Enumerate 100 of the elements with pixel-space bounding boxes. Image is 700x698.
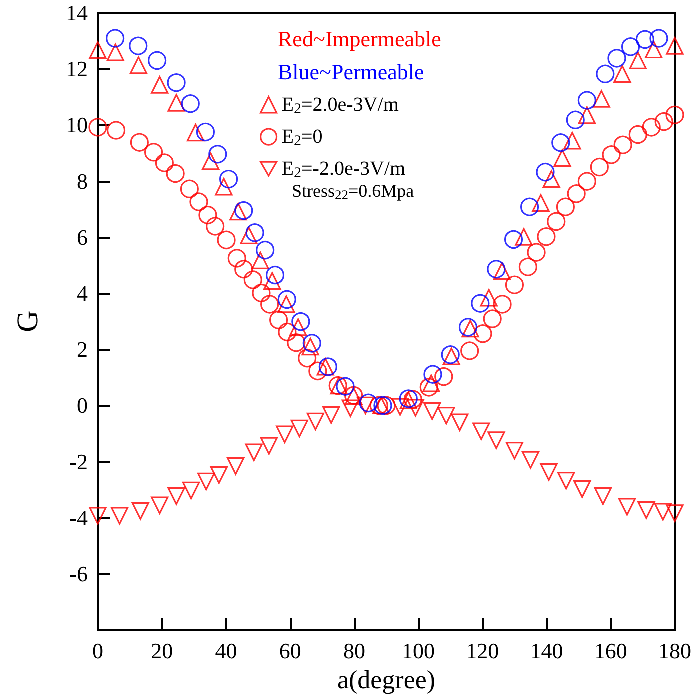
y-tick-label: 6	[77, 224, 88, 250]
x-tick-label: 20	[151, 638, 174, 664]
point	[520, 198, 540, 216]
point	[252, 284, 271, 303]
point	[370, 396, 388, 415]
point	[88, 118, 108, 137]
point	[596, 64, 615, 84]
annotation: Blue~Permeable	[278, 60, 424, 84]
point	[106, 121, 126, 140]
point	[636, 30, 654, 49]
point	[424, 402, 442, 420]
point	[554, 150, 572, 168]
y-tick-label: 4	[77, 281, 88, 306]
point	[278, 290, 296, 309]
x-tick-label: 140	[530, 638, 564, 664]
point	[483, 310, 502, 328]
point	[278, 296, 296, 314]
point	[266, 266, 285, 285]
point	[151, 496, 169, 514]
point	[130, 133, 149, 152]
point	[302, 338, 320, 356]
point	[270, 310, 288, 330]
point	[129, 36, 148, 56]
point	[228, 249, 246, 268]
y-tick-label: 2	[77, 337, 88, 362]
point	[618, 498, 636, 516]
point	[215, 178, 233, 196]
point	[642, 118, 661, 137]
point	[564, 132, 582, 150]
point	[356, 396, 374, 414]
point	[650, 29, 668, 48]
point	[532, 194, 550, 212]
point	[252, 252, 270, 270]
point	[614, 136, 632, 154]
point	[578, 91, 596, 110]
point	[186, 124, 205, 142]
point	[438, 407, 456, 425]
point	[590, 158, 609, 177]
point	[287, 334, 306, 352]
point	[276, 426, 294, 444]
point	[234, 260, 254, 279]
point	[527, 243, 546, 262]
point	[566, 110, 585, 130]
point	[166, 164, 185, 184]
point	[515, 228, 533, 246]
point	[666, 106, 684, 124]
point	[148, 51, 167, 70]
point	[578, 106, 596, 124]
point	[234, 201, 254, 220]
y-tick-label: 0	[77, 393, 88, 418]
x-tick-label: 160	[594, 638, 628, 664]
point	[666, 37, 684, 55]
point	[592, 90, 610, 108]
point	[260, 437, 278, 455]
point	[460, 342, 480, 360]
point	[106, 44, 124, 62]
x-tick-label: 100	[402, 638, 436, 664]
point	[190, 192, 208, 212]
point	[89, 42, 107, 60]
point	[202, 152, 220, 170]
point	[130, 56, 148, 74]
point	[302, 334, 322, 353]
point	[308, 362, 328, 380]
point	[220, 170, 238, 189]
point	[227, 457, 245, 476]
point	[422, 374, 440, 392]
point	[522, 451, 540, 469]
point	[322, 406, 340, 424]
x-tick-label: 40	[215, 638, 238, 664]
point	[458, 318, 478, 337]
point	[180, 180, 199, 198]
point	[111, 507, 129, 525]
point	[505, 276, 524, 294]
point	[196, 122, 216, 142]
point	[336, 377, 355, 396]
point	[537, 228, 556, 246]
x-axis-title: a(degree)	[337, 666, 436, 694]
point	[621, 38, 640, 56]
x-tick-label: 0	[92, 638, 104, 664]
point	[155, 154, 174, 172]
point	[558, 472, 576, 490]
point	[574, 480, 592, 498]
x-tick-label: 80	[343, 638, 366, 664]
point	[518, 258, 538, 276]
point	[480, 289, 498, 307]
y-tick-label: -4	[70, 505, 88, 530]
point	[292, 312, 310, 332]
point	[210, 466, 228, 484]
point	[168, 488, 186, 506]
point	[666, 504, 684, 522]
y-tick-label: 10	[66, 112, 88, 138]
point	[506, 442, 524, 460]
point	[290, 318, 308, 336]
point	[198, 472, 216, 491]
point	[472, 422, 490, 440]
point	[451, 414, 469, 432]
point	[406, 399, 424, 417]
point	[318, 358, 338, 376]
point	[540, 463, 558, 481]
point	[182, 482, 200, 500]
